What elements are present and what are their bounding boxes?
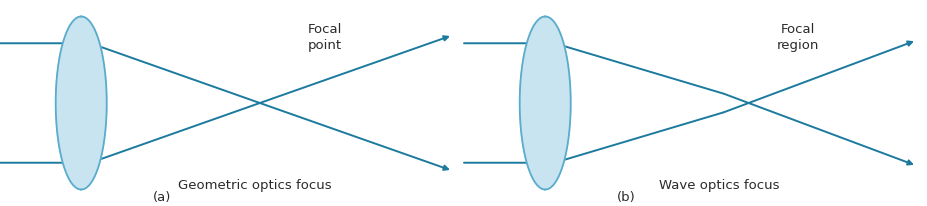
Text: (b): (b) bbox=[616, 191, 635, 204]
Text: Wave optics focus: Wave optics focus bbox=[658, 179, 779, 192]
Polygon shape bbox=[519, 16, 570, 190]
Text: Focal
point: Focal point bbox=[307, 23, 342, 52]
Text: (a): (a) bbox=[153, 191, 171, 204]
Text: Focal
region: Focal region bbox=[776, 23, 819, 52]
Text: Geometric optics focus: Geometric optics focus bbox=[178, 179, 332, 192]
Polygon shape bbox=[56, 16, 107, 190]
